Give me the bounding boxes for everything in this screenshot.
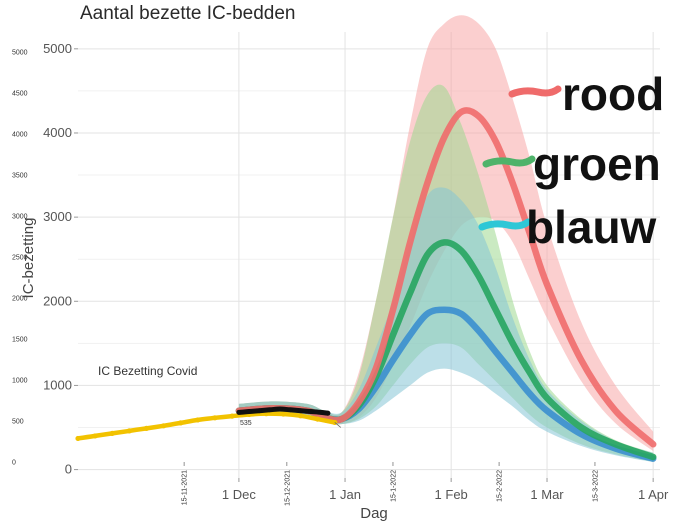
overlay-y-tick-label: 4000 (12, 132, 28, 139)
observed-point (178, 420, 184, 426)
observed-point (195, 417, 201, 423)
y-axis-label: IC-bezetting (20, 218, 37, 299)
line-observed (75, 411, 338, 441)
overlay-x-tick-label: 15-11-2021 (182, 470, 189, 505)
observed-point (143, 425, 150, 431)
y-tick-label: 0 (65, 462, 72, 477)
chart-title: Aantal bezette IC-bedden (80, 3, 296, 24)
legend-label-groen: groen (533, 138, 661, 190)
x-tick-label: 1 Mar (530, 487, 564, 502)
overlay-x-tick-label: 15-2-2022 (497, 470, 504, 502)
legend-label-rood: rood (562, 68, 664, 120)
legend-swatch-groen (482, 155, 536, 168)
line-rood (235, 107, 657, 448)
observed-black-point (267, 407, 273, 413)
x-axis-label: Dag (360, 505, 388, 522)
observed-black-point (318, 409, 324, 415)
overlay-y-tick-label: 1000 (12, 378, 28, 385)
observed-point (126, 428, 132, 434)
observed-black-point (236, 409, 242, 415)
line-observed-black (236, 406, 331, 416)
observed-black-point (308, 409, 314, 414)
observed-point (75, 435, 81, 442)
observed-point (280, 411, 287, 417)
overlay-x-tick-label: 15-3-2022 (592, 470, 599, 502)
legend-swatch-rood (508, 85, 562, 98)
observed-point (92, 433, 98, 439)
overlay-y-tick-label: 1500 (12, 337, 28, 344)
overlay-y-tick-label: 2500 (12, 255, 28, 262)
legend-label-blauw: blauw (526, 201, 657, 253)
last-observed-value-label: 535 (240, 420, 252, 427)
y-tick-label: 5000 (43, 41, 72, 56)
last-value-leader (334, 422, 342, 428)
observed-black-point (325, 410, 331, 416)
overlay-y-tick-label: 3500 (12, 173, 28, 180)
observed-point (109, 430, 115, 436)
x-tick-label: 1 Feb (435, 487, 468, 502)
legend-swatch-blauw (478, 218, 532, 231)
observed-black-point (298, 408, 303, 414)
observed-black-point (277, 406, 283, 412)
observed-black-point (257, 408, 262, 414)
observed-point (212, 415, 218, 421)
y-tick-label: 3000 (43, 209, 72, 224)
observed-black-point (287, 407, 293, 413)
x-tick-label: 1 Jan (329, 487, 361, 502)
y-tick-label: 1000 (43, 377, 72, 392)
overlay-x-tick-label: 15-12-2021 (284, 470, 291, 506)
x-tick-label: 1 Apr (638, 487, 669, 502)
observed-point (297, 413, 304, 419)
y-tick-label: 4000 (43, 125, 72, 140)
overlay-y-tick-label: 2000 (12, 296, 28, 303)
overlay-y-tick-label: 4500 (12, 91, 28, 98)
y-tick-label: 2000 (43, 293, 72, 308)
overlay-y-tick-label: 5000 (12, 50, 28, 57)
band-blauw (238, 187, 654, 462)
observed-point (160, 423, 167, 429)
observed-black-point (246, 409, 252, 414)
observed-series-label: IC Bezetting Covid (98, 364, 197, 378)
observed-point (315, 416, 321, 422)
overlay-y-tick-label: 500 (12, 419, 24, 426)
overlay-y-tick-label: 0 (12, 460, 16, 467)
x-tick-label: 1 Dec (222, 487, 256, 502)
observed-point (229, 413, 235, 419)
overlay-y-tick-label: 3000 (12, 214, 28, 221)
overlay-x-tick-label: 15-1-2022 (390, 470, 397, 502)
